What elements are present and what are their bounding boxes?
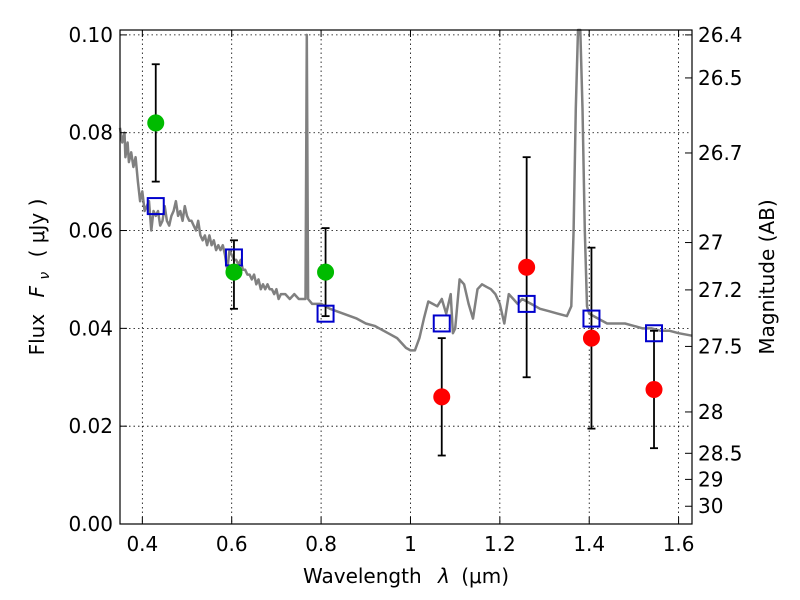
grid-lines — [120, 30, 692, 525]
y2-tick-label: 28.5 — [698, 441, 743, 465]
y-tick-label: 0.02 — [68, 414, 113, 438]
x-axis-title-text: Wavelength — [303, 564, 422, 588]
y2-tick-label: 26.4 — [698, 23, 743, 47]
x-tick-label: 1.6 — [663, 532, 695, 556]
green-data-point — [317, 263, 335, 281]
green-data-point — [147, 114, 165, 132]
y2-tick-label: 26.5 — [698, 66, 743, 90]
y-tick-label: 0.06 — [68, 219, 113, 243]
model-photometry-square — [582, 309, 601, 328]
x-tick-label: 0.4 — [126, 532, 158, 556]
y-tick-label: 0.04 — [68, 316, 113, 340]
y-axis-title-subscript: ν — [37, 272, 53, 280]
y-tick-label: 0.10 — [68, 23, 113, 47]
model-photometry-square — [316, 304, 335, 323]
x-axis-title: Wavelength λ (μm) — [303, 564, 509, 588]
model-photometry-square — [517, 294, 536, 313]
y2-tick-label: 27 — [698, 231, 723, 255]
y-axis-title-symbol: F — [25, 285, 49, 297]
x-axis-title-symbol: λ — [437, 564, 450, 588]
green-data-point — [225, 263, 243, 281]
red-data-point — [645, 380, 663, 398]
y2-tick-label: 27.2 — [698, 278, 743, 302]
markers — [146, 114, 664, 406]
x-tick-label: 0.8 — [305, 532, 337, 556]
y-tick-label: 0.08 — [68, 121, 113, 145]
y-axis-title-text: Flux — [25, 314, 49, 356]
spectrum-line-layer — [118, 28, 693, 352]
y2-tick-label: 28 — [698, 400, 723, 424]
model-photometry-square — [432, 314, 451, 333]
x-tick-label: 1 — [404, 532, 417, 556]
red-data-point — [518, 258, 536, 276]
model-photometry-square — [645, 324, 664, 343]
y-axis-title-unit: ( μJy ) — [25, 199, 49, 258]
x-axis-title-unit: (μm) — [461, 564, 509, 588]
red-data-point — [433, 388, 451, 406]
model-spectrum-line — [118, 28, 693, 352]
right-axis-title: Magnitude (AB) — [755, 199, 779, 354]
y2-tick-label: 27.5 — [698, 334, 743, 358]
y2-tick-label: 29 — [698, 467, 723, 491]
x-tick-label: 1.4 — [573, 532, 605, 556]
y-axis-title: Flux F ν ( μJy ) — [25, 199, 54, 356]
x-tick-label: 1.2 — [484, 532, 516, 556]
y-tick-label: 0.00 — [68, 512, 113, 536]
red-data-point — [582, 329, 600, 347]
ticks: 0.4 0.6 0.8 1 1.2 1.4 1.6 0.00 0.02 0.04 0.06 0.08 0… — [68, 23, 742, 556]
plot-frame — [119, 29, 693, 525]
model-photometry-square — [146, 197, 165, 216]
y2-tick-label: 30 — [698, 494, 723, 518]
y2-tick-label: 26.7 — [698, 141, 743, 165]
x-tick-label: 0.6 — [216, 532, 248, 556]
